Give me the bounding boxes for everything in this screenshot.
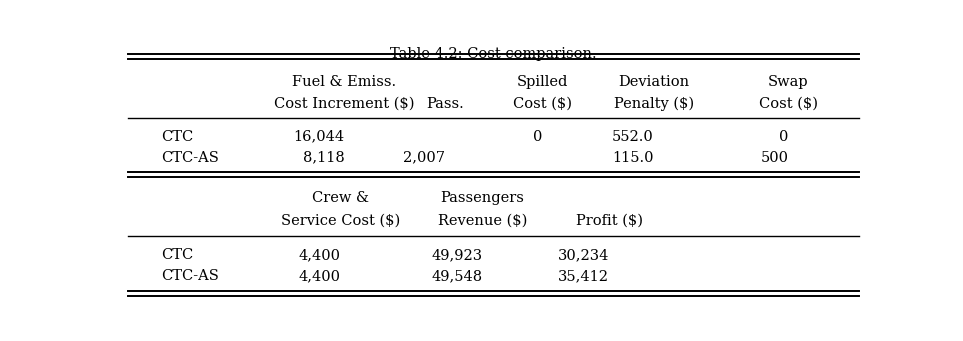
Text: CTC: CTC <box>162 248 194 262</box>
Text: 2,007: 2,007 <box>403 151 445 165</box>
Text: 4,400: 4,400 <box>299 269 341 283</box>
Text: Cost ($): Cost ($) <box>759 97 818 111</box>
Text: Cost ($): Cost ($) <box>512 97 572 111</box>
Text: 49,548: 49,548 <box>431 269 482 283</box>
Text: 552.0: 552.0 <box>612 130 654 144</box>
Text: 500: 500 <box>761 151 789 165</box>
Text: Swap: Swap <box>768 75 809 89</box>
Text: CTC-AS: CTC-AS <box>162 151 220 165</box>
Text: Spilled: Spilled <box>516 75 568 89</box>
Text: 0: 0 <box>533 130 542 144</box>
Text: Service Cost ($): Service Cost ($) <box>281 214 401 228</box>
Text: 49,923: 49,923 <box>431 248 482 262</box>
Text: Revenue ($): Revenue ($) <box>437 214 527 228</box>
Text: Passengers: Passengers <box>440 191 524 206</box>
Text: 0: 0 <box>779 130 789 144</box>
Text: Fuel & Emiss.: Fuel & Emiss. <box>292 75 397 89</box>
Text: Cost Increment ($): Cost Increment ($) <box>274 97 414 111</box>
Text: 35,412: 35,412 <box>559 269 610 283</box>
Text: CTC-AS: CTC-AS <box>162 269 220 283</box>
Text: 8,118: 8,118 <box>302 151 345 165</box>
Text: CTC: CTC <box>162 130 194 144</box>
Text: 4,400: 4,400 <box>299 248 341 262</box>
Text: Crew &: Crew & <box>312 191 369 206</box>
Text: 16,044: 16,044 <box>293 130 345 144</box>
Text: Table 4.2: Cost comparison.: Table 4.2: Cost comparison. <box>390 47 597 61</box>
Text: Pass.: Pass. <box>427 97 464 111</box>
Text: Deviation: Deviation <box>618 75 690 89</box>
Text: Penalty ($): Penalty ($) <box>614 97 694 111</box>
Text: Profit ($): Profit ($) <box>576 214 642 228</box>
Text: 30,234: 30,234 <box>558 248 610 262</box>
Text: 115.0: 115.0 <box>612 151 654 165</box>
